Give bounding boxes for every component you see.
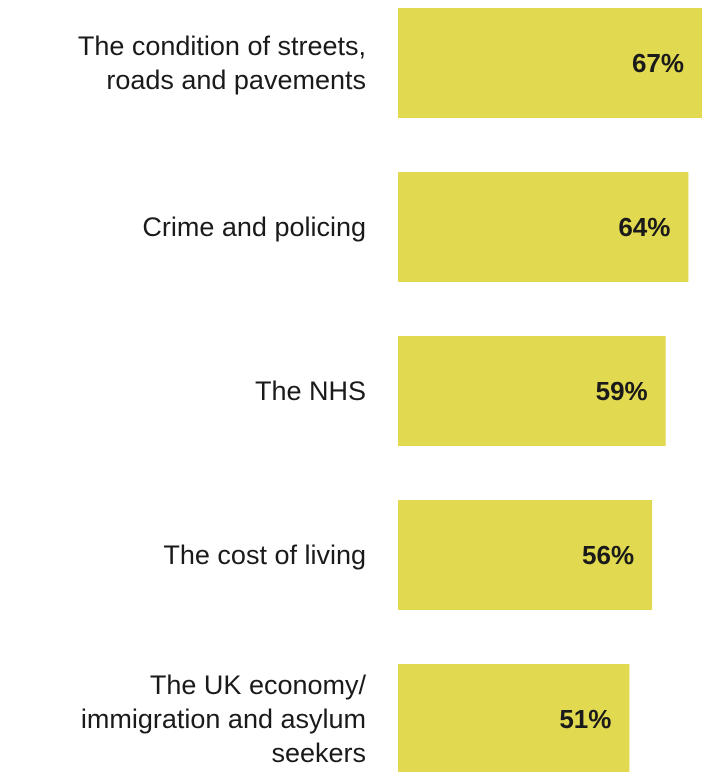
value-label-0: 67% <box>632 48 684 78</box>
value-label-1: 64% <box>618 212 670 242</box>
value-label-4: 51% <box>559 704 611 734</box>
category-label-line: The cost of living <box>163 540 366 570</box>
category-label-line: roads and pavements <box>106 65 366 95</box>
category-label-line: The UK economy/ <box>150 670 367 700</box>
value-label-2: 59% <box>596 376 648 406</box>
category-label-line: The condition of streets, <box>78 31 366 61</box>
category-label-1: Crime and policing <box>142 212 366 242</box>
category-label-4: The UK economy/immigration and asylum see… <box>81 670 367 768</box>
category-label-2: The NHS <box>255 376 366 406</box>
category-label-3: The cost of living <box>163 540 366 570</box>
category-label-line: seekers <box>271 738 366 768</box>
category-label-line: immigration and asylum <box>81 704 366 734</box>
value-label-3: 56% <box>582 540 634 570</box>
category-label-line: Crime and policing <box>142 212 366 242</box>
category-label-line: The NHS <box>255 376 366 406</box>
category-label-0: The condition of streets, roads and pavem… <box>78 31 366 95</box>
